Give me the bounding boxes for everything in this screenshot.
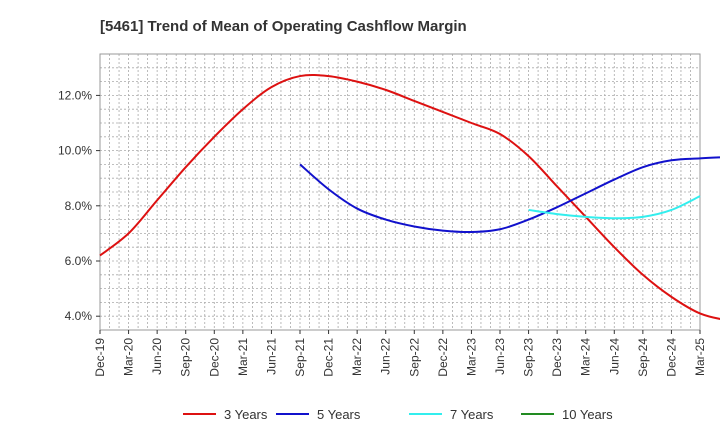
- y-tick-label: 6.0%: [65, 254, 93, 268]
- y-tick-label: 10.0%: [58, 144, 92, 158]
- series-line-7-years: [528, 195, 701, 220]
- y-tick-label: 4.0%: [65, 309, 93, 323]
- x-tick-label: Sep-23: [522, 338, 536, 377]
- x-tick-label: Jun-24: [607, 338, 621, 375]
- x-tick-label: Jun-23: [493, 338, 507, 375]
- x-tick-label: Dec-19: [93, 338, 107, 377]
- x-axis: Dec-19 Mar-20 Jun-20 Sep-20 Dec-20 Mar-21 Jun-…: [93, 330, 707, 377]
- grid: [100, 54, 700, 330]
- x-tick-label: Dec-22: [436, 338, 450, 377]
- plot-area-border: [99, 53, 701, 331]
- x-tick-label: Dec-23: [550, 338, 564, 377]
- series-line-5-years: [299, 156, 720, 234]
- series-lines: [99, 74, 720, 320]
- x-tick-label: Jun-22: [379, 338, 393, 375]
- y-tick-label: 12.0%: [58, 88, 92, 102]
- x-tick-label: Mar-20: [122, 338, 136, 376]
- legend-label: 10 Years: [562, 407, 613, 422]
- legend-label: 5 Years: [317, 407, 361, 422]
- x-tick-label: Sep-21: [293, 338, 307, 377]
- legend-label: 3 Years: [224, 407, 268, 422]
- x-tick-label: Jun-20: [150, 338, 164, 375]
- x-tick-label: Mar-23: [464, 338, 478, 376]
- x-tick-label: Mar-21: [236, 338, 250, 376]
- x-tick-label: Mar-24: [579, 338, 593, 376]
- legend: 3 Years 5 Years 7 Years 10 Years: [183, 407, 613, 422]
- x-tick-label: Sep-20: [179, 338, 193, 377]
- y-axis: 4.0% 6.0% 8.0% 10.0% 12.0%: [58, 88, 100, 323]
- x-tick-label: Mar-22: [350, 338, 364, 376]
- series-line-3-years: [99, 74, 720, 320]
- x-tick-label: Mar-25: [693, 338, 707, 376]
- x-tick-label: Dec-21: [322, 338, 336, 377]
- x-tick-label: Dec-20: [207, 338, 221, 377]
- x-tick-label: Jun-21: [264, 338, 278, 375]
- legend-label: 7 Years: [450, 407, 494, 422]
- y-tick-label: 8.0%: [65, 199, 93, 213]
- x-tick-label: Dec-24: [664, 338, 678, 377]
- x-tick-label: Sep-22: [407, 338, 421, 377]
- chart-title: [5461] Trend of Mean of Operating Cashfl…: [100, 18, 467, 35]
- x-tick-label: Sep-24: [636, 338, 650, 377]
